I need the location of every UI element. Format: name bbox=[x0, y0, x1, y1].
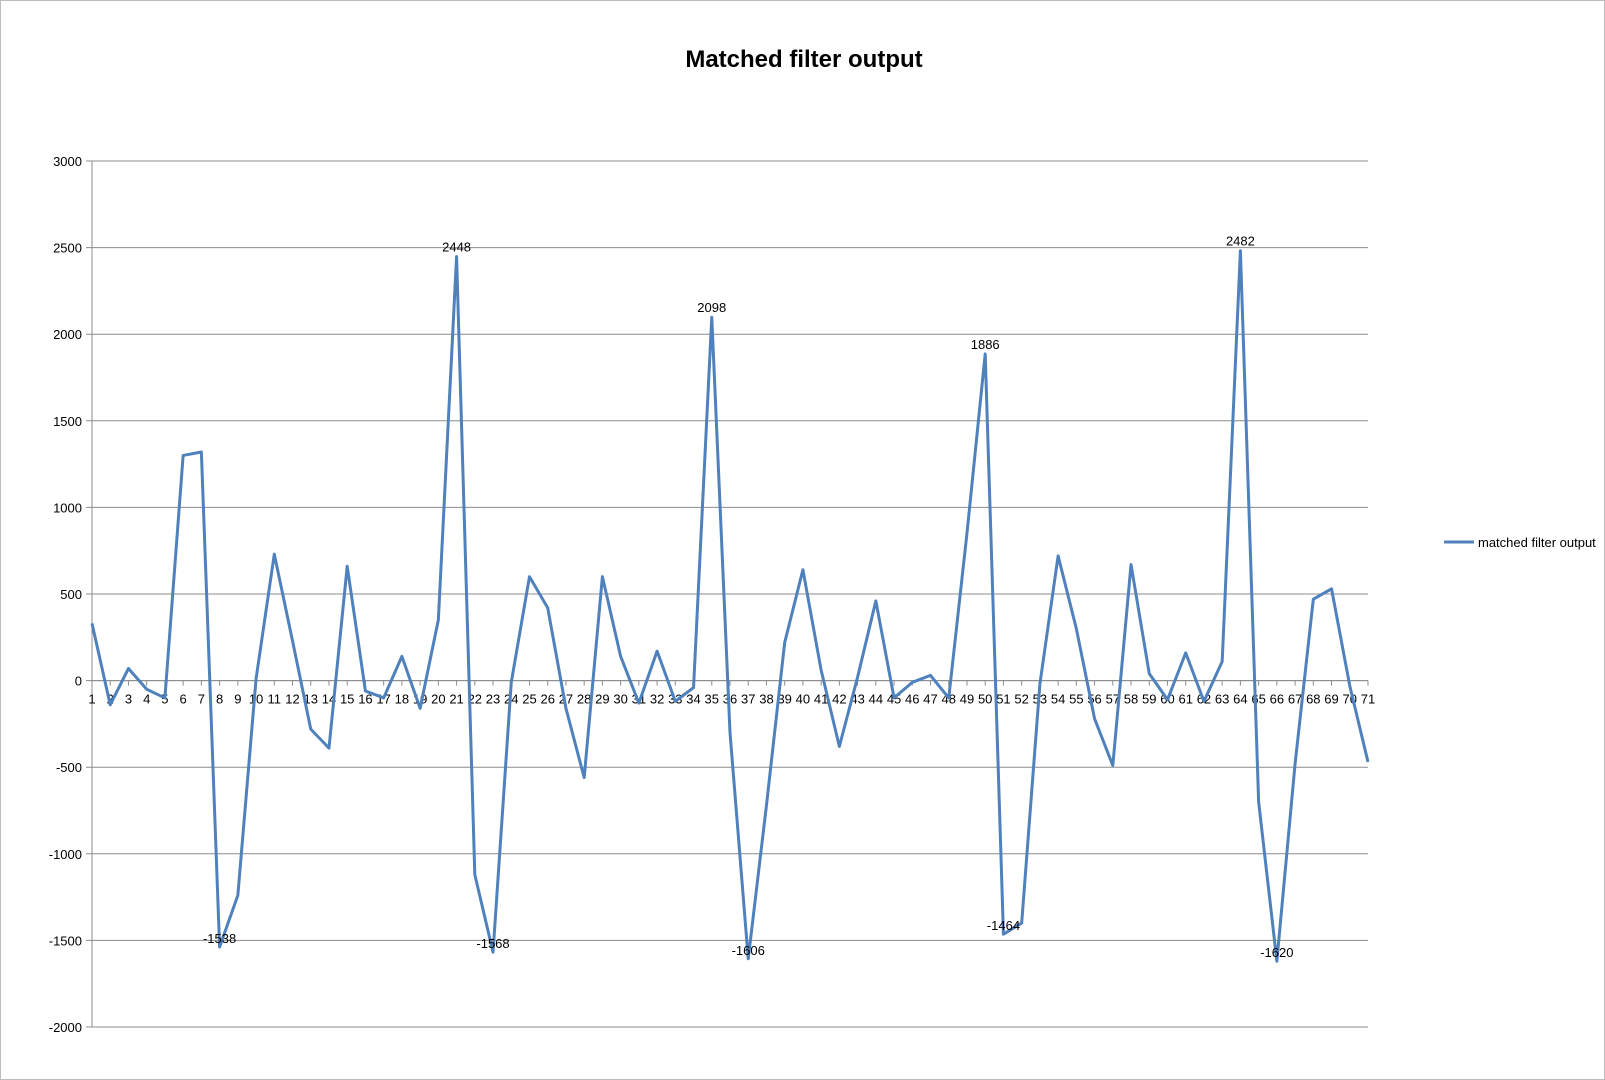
x-tick-label: 6 bbox=[180, 692, 187, 707]
x-tick-label: 8 bbox=[216, 692, 223, 707]
y-tick-label: -1500 bbox=[49, 933, 82, 948]
x-tick-label: 20 bbox=[431, 692, 445, 707]
x-tick-label: 26 bbox=[540, 692, 554, 707]
gridlines bbox=[86, 160, 1368, 1028]
x-tick-label: 9 bbox=[234, 692, 241, 707]
x-tick-label: 12 bbox=[285, 692, 299, 707]
x-tick-label: 71 bbox=[1361, 692, 1375, 707]
y-tick-label: -1000 bbox=[49, 847, 82, 862]
x-tick-label: 25 bbox=[522, 692, 536, 707]
x-tick-label: 28 bbox=[577, 692, 591, 707]
x-tick-label: 38 bbox=[759, 692, 773, 707]
data-label: -1620 bbox=[1260, 945, 1293, 960]
x-tick-label: 4 bbox=[143, 692, 150, 707]
x-tick-label: 13 bbox=[304, 692, 318, 707]
data-label: 1886 bbox=[971, 337, 1000, 352]
y-tick-label: 500 bbox=[60, 587, 82, 602]
x-tick-label: 1 bbox=[88, 692, 95, 707]
x-tick-label: 10 bbox=[249, 692, 263, 707]
x-tick-label: 11 bbox=[268, 692, 282, 707]
x-tick-label: 66 bbox=[1270, 692, 1284, 707]
x-tick-label: 64 bbox=[1233, 692, 1247, 707]
x-tick-label: 39 bbox=[777, 692, 791, 707]
x-tick-label: 32 bbox=[650, 692, 664, 707]
x-tick-label: 18 bbox=[395, 692, 409, 707]
x-tick-label: 52 bbox=[1014, 692, 1028, 707]
data-label: -1464 bbox=[987, 918, 1020, 933]
legend: matched filter output bbox=[1444, 535, 1596, 550]
data-label: -1606 bbox=[732, 943, 765, 958]
x-tick-label: 47 bbox=[923, 692, 937, 707]
x-tick-label: 30 bbox=[613, 692, 627, 707]
y-tick-label: 2000 bbox=[53, 327, 82, 342]
y-tick-label: -2000 bbox=[49, 1020, 82, 1035]
legend-label: matched filter output bbox=[1478, 535, 1596, 550]
x-tick-label: 63 bbox=[1215, 692, 1229, 707]
y-tick-label: 0 bbox=[75, 674, 82, 689]
x-tick-label: 59 bbox=[1142, 692, 1156, 707]
y-tick-label: -500 bbox=[56, 760, 82, 775]
x-axis: 1 2 3 4 5 6 7 8 9 10 11 12 13 14 15 16 17 18 19 20 21 22 23 24 2… bbox=[88, 680, 1375, 707]
x-tick-label: 50 bbox=[978, 692, 992, 707]
x-tick-label: 21 bbox=[449, 692, 463, 707]
data-label: 2482 bbox=[1226, 234, 1255, 249]
x-tick-label: 23 bbox=[486, 692, 500, 707]
data-label: -1538 bbox=[203, 931, 236, 946]
x-tick-label: 61 bbox=[1178, 692, 1192, 707]
x-tick-label: 69 bbox=[1324, 692, 1338, 707]
y-axis-ticks: -2000 -1500 -1000 -500 0 500 1000 1500 2000 2500 3… bbox=[49, 154, 82, 1035]
x-tick-label: 55 bbox=[1069, 692, 1083, 707]
x-tick-label: 42 bbox=[832, 692, 846, 707]
x-tick-label: 3 bbox=[125, 692, 132, 707]
series-line bbox=[90, 249, 1370, 963]
x-tick-label: 15 bbox=[340, 692, 354, 707]
y-tick-label: 2500 bbox=[53, 241, 82, 256]
data-label: 2448 bbox=[442, 240, 471, 255]
y-tick-label: 3000 bbox=[53, 154, 82, 169]
x-tick-label: 37 bbox=[741, 692, 755, 707]
data-label: -1568 bbox=[476, 936, 509, 951]
x-tick-label: 29 bbox=[595, 692, 609, 707]
x-tick-label: 54 bbox=[1051, 692, 1065, 707]
series-group bbox=[90, 249, 1370, 963]
x-tick-label: 57 bbox=[1106, 692, 1120, 707]
x-tick-label: 35 bbox=[705, 692, 719, 707]
x-tick-label: 44 bbox=[869, 692, 883, 707]
chart-title: Matched filter output bbox=[685, 46, 922, 73]
x-tick-label: 16 bbox=[358, 692, 372, 707]
x-tick-label: 58 bbox=[1124, 692, 1138, 707]
y-tick-label: 1000 bbox=[53, 500, 82, 515]
x-tick-label: 46 bbox=[905, 692, 919, 707]
data-label: 2098 bbox=[697, 300, 726, 315]
data-labels: -15382448-15682098-16061886-14642482-162… bbox=[203, 234, 1294, 960]
x-tick-label: 49 bbox=[960, 692, 974, 707]
y-tick-label: 1500 bbox=[53, 414, 82, 429]
x-tick-label: 7 bbox=[198, 692, 205, 707]
x-tick-label: 51 bbox=[996, 692, 1010, 707]
x-tick-label: 67 bbox=[1288, 692, 1302, 707]
x-tick-label: 41 bbox=[814, 692, 828, 707]
x-tick-label: 34 bbox=[686, 692, 700, 707]
x-tick-label: 68 bbox=[1306, 692, 1320, 707]
x-tick-label: 40 bbox=[796, 692, 810, 707]
